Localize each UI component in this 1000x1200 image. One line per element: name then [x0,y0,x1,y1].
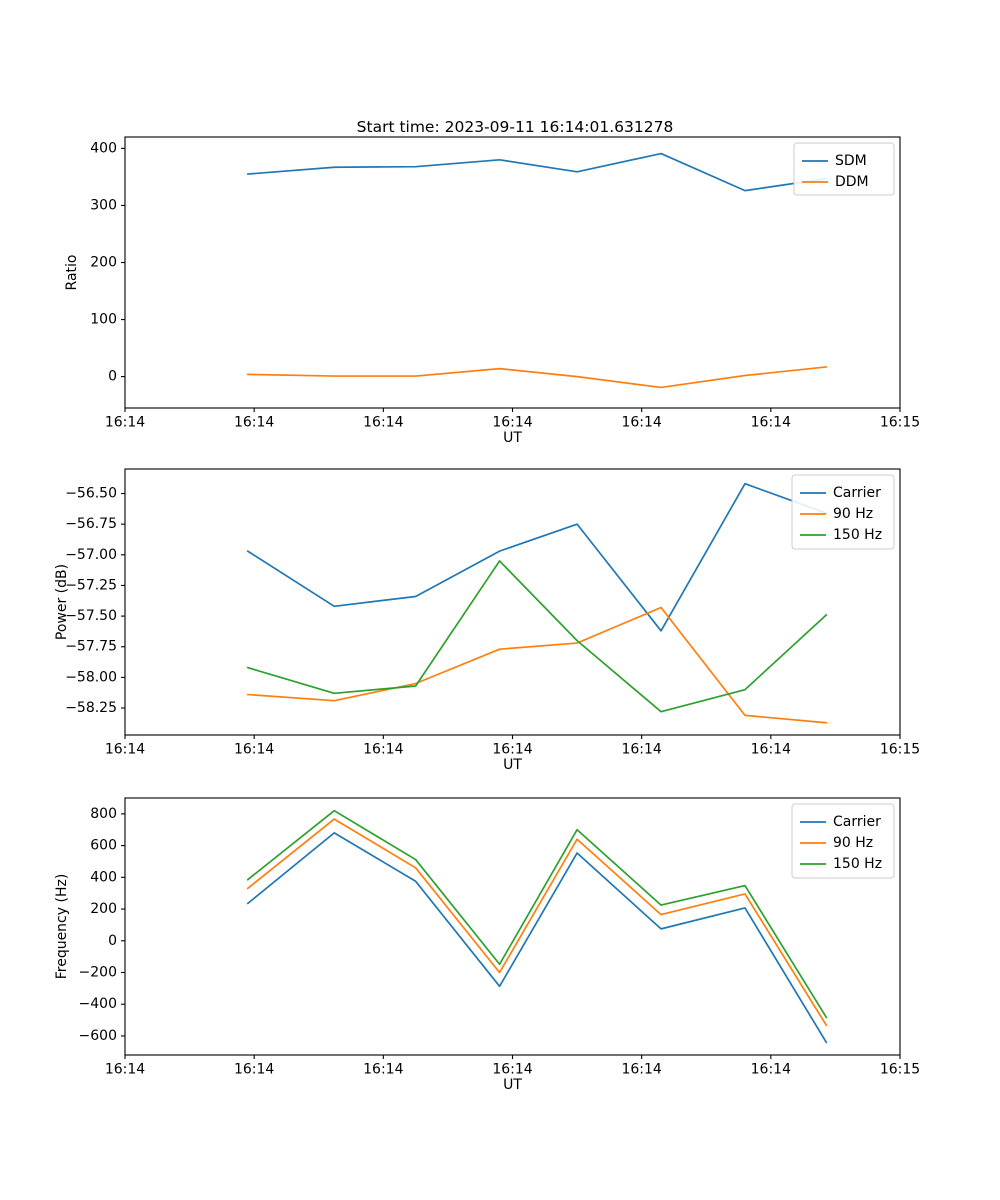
frequency-ytick-label: −600 [79,1028,117,1044]
ratio-chart-svg: Start time: 2023-09-11 16:14:01.631278 1… [64,118,920,446]
frequency-ytick-label: −400 [79,996,117,1012]
ratio-yaxis-title: Ratio [64,255,80,291]
ratio-legend-label-ddm: DDM [835,174,869,190]
power-plot-group: 16:14 16:14 16:14 16:14 16:14 16:14 16:15 UT −56… [54,468,920,773]
ratio-xtick-label: 16:14 [621,415,661,431]
ratio-ytick-label: 400 [90,140,117,156]
frequency-xtick-label: 16:14 [492,1062,532,1078]
power-legend-label-150-hz: 150 Hz [833,527,882,543]
power-ytick-label: −57.00 [65,547,117,563]
ratio-ytick-label: 0 [108,369,117,385]
power-ytick-label: −56.75 [65,516,117,532]
ratio-ytick-label: 100 [90,312,117,328]
power-xtick-label: 16:14 [621,742,661,758]
subplot-frequency: 16:14 16:14 16:14 16:14 16:14 16:14 16:15 UT −60… [0,785,1000,1200]
power-ytick-label: −57.75 [65,639,117,655]
frequency-xtick-label: 16:14 [234,1062,274,1078]
ratio-xtick-label: 16:14 [234,415,274,431]
figure-title: Start time: 2023-09-11 16:14:01.631278 [357,118,674,136]
frequency-ytick-label: 800 [90,806,117,822]
frequency-xtick-label: 16:14 [363,1062,403,1078]
frequency-ytick-label: 0 [108,933,117,949]
power-ytick-label: −58.25 [65,700,117,716]
frequency-series-150-hz [246,809,828,1019]
power-legend-label-90-hz: 90 Hz [833,506,873,522]
power-series-90-hz [246,606,828,724]
power-ytick-label: −58.00 [65,669,117,685]
frequency-ytick-label: 600 [90,838,117,854]
ratio-xtick-label: 16:14 [363,415,403,431]
power-xtick-label: 16:14 [751,742,791,758]
power-series-150-hz [246,560,828,713]
frequency-xtick-label: 16:14 [105,1062,145,1078]
frequency-xtick-label: 16:14 [621,1062,661,1078]
frequency-legend-label-90-hz: 90 Hz [833,835,873,851]
power-yaxis-title: Power (dB) [54,564,70,640]
power-xtick-label: 16:14 [105,742,145,758]
frequency-yaxis-title: Frequency (Hz) [54,874,70,980]
frequency-series-carrier [246,832,828,1044]
power-legend-label-carrier: Carrier [833,485,881,501]
power-xtick-label: 16:14 [492,742,532,758]
ratio-series-sdm [246,152,828,192]
power-ytick-label: −56.50 [65,486,117,502]
frequency-chart-svg: 16:14 16:14 16:14 16:14 16:14 16:14 16:15 UT −60… [54,797,920,1093]
subplot-ratio: Start time: 2023-09-11 16:14:01.631278 1… [0,0,1000,455]
frequency-ytick-label: −200 [79,965,117,981]
ratio-ytick-label: 300 [90,197,117,213]
power-xtick-label: 16:14 [363,742,403,758]
subplot-power: 16:14 16:14 16:14 16:14 16:14 16:14 16:15 UT −56… [0,455,1000,785]
power-chart-svg: 16:14 16:14 16:14 16:14 16:14 16:14 16:15 UT −56… [54,468,920,773]
power-ytick-label: −57.50 [65,608,117,624]
ratio-xtick-label: 16:14 [492,415,532,431]
power-plot-frame [124,468,901,736]
frequency-legend-label-carrier: Carrier [833,814,881,830]
ratio-legend-label-sdm: SDM [835,153,867,169]
ratio-xaxis-title: UT [503,430,522,446]
frequency-legend-label-150-hz: 150 Hz [833,856,882,872]
ratio-plot-frame [124,136,901,409]
frequency-series-90-hz [246,818,828,1027]
ratio-plot-group: 16:14 16:14 16:14 16:14 16:14 16:14 16:15 UT 0 10… [64,136,920,446]
power-xtick-label: 16:14 [234,742,274,758]
ratio-ytick-label: 200 [90,255,117,271]
frequency-ytick-label: 200 [90,901,117,917]
power-ytick-label: −57.25 [65,577,117,593]
power-series-carrier [246,482,828,632]
frequency-plot-frame [124,797,901,1056]
frequency-xtick-label: 16:15 [880,1062,920,1078]
power-xaxis-title: UT [503,757,522,773]
ratio-xtick-label: 16:15 [880,415,920,431]
frequency-ytick-label: 400 [90,869,117,885]
ratio-xtick-label: 16:14 [751,415,791,431]
ratio-series-ddm [246,366,828,389]
power-xtick-label: 16:15 [880,742,920,758]
frequency-xtick-label: 16:14 [751,1062,791,1078]
frequency-plot-group: 16:14 16:14 16:14 16:14 16:14 16:14 16:15 UT −60… [54,797,920,1093]
ratio-xtick-label: 16:14 [105,415,145,431]
frequency-xaxis-title: UT [503,1077,522,1093]
